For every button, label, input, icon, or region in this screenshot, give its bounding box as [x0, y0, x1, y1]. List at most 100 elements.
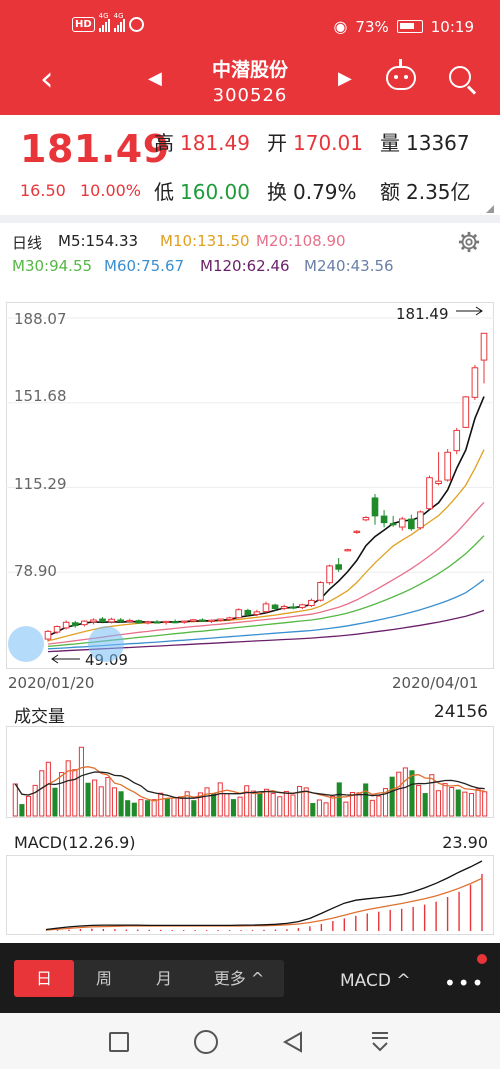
tab-day[interactable]: 日 [14, 960, 74, 997]
ma30-label: M30:94.55 [12, 257, 93, 275]
volume-bar [323, 802, 329, 817]
candle-body [308, 599, 315, 607]
divider [0, 215, 500, 223]
sync-icon [128, 17, 144, 32]
back-chevron-icon[interactable]: ‹ [40, 59, 54, 99]
volume-bar [389, 776, 395, 817]
square-icon[interactable] [109, 1032, 129, 1052]
search-icon[interactable] [449, 66, 471, 88]
volume-bar [356, 792, 362, 817]
volume-bar [171, 797, 177, 817]
back-triangle-icon[interactable] [281, 1030, 305, 1054]
volume-bar [144, 800, 151, 817]
candle-body [108, 618, 115, 623]
candle-body [444, 451, 451, 481]
crosshair-handle[interactable] [88, 626, 124, 662]
candle-body [99, 618, 106, 623]
volume-bar [263, 788, 270, 817]
quote-open: 开 170.01 [267, 131, 363, 155]
volume-bar [45, 761, 51, 817]
download-icon[interactable] [368, 1030, 392, 1054]
volume-bar [25, 795, 32, 817]
tab-month[interactable]: 月 [155, 969, 172, 988]
next-triangle-icon[interactable]: ▶ [338, 68, 352, 89]
ma10-label: M10:131.50 [160, 232, 250, 250]
macd-chart[interactable] [6, 855, 494, 935]
tab-more[interactable]: 更多 ^ [213, 969, 265, 988]
volume-bar [396, 771, 402, 817]
volume-bar [330, 795, 336, 817]
volume-bar [158, 792, 164, 817]
volume-bar [422, 793, 428, 817]
candle-body [398, 518, 406, 528]
tab-week[interactable]: 周 [95, 969, 112, 988]
ma60-label: M60:75.67 [104, 257, 185, 275]
candle-body [408, 518, 415, 530]
robot-icon[interactable] [386, 59, 416, 90]
candle-body [326, 565, 333, 584]
scroll-left-handle[interactable] [8, 626, 44, 662]
prev-triangle-icon[interactable]: ◀ [148, 68, 162, 89]
candle-body [253, 611, 261, 615]
kline-chart[interactable] [6, 302, 494, 669]
volume-bar [78, 746, 84, 817]
volume-bar [475, 788, 481, 817]
volume-bar [316, 799, 322, 817]
candle-body [380, 515, 388, 524]
candle-body [435, 480, 442, 485]
x-label-start: 2020/01/20 [8, 674, 95, 692]
x-label-end: 2020/04/01 [392, 674, 479, 692]
macd-frame [6, 855, 494, 935]
high-arrow-head [475, 306, 483, 316]
status-bar: HD 4G 4G ◉ 73% 10:19 [0, 0, 500, 50]
macd-title: MACD(12.26.9) [14, 833, 136, 852]
quote-high: 高 181.49 [154, 131, 250, 155]
volume-chart[interactable] [6, 726, 494, 818]
volume-bar [363, 783, 369, 817]
candle-body [271, 604, 279, 610]
volume-bar [277, 796, 283, 817]
volume-bar [283, 790, 289, 817]
gear-icon[interactable] [458, 231, 480, 253]
candle-body [144, 621, 152, 624]
volume-bar [416, 784, 422, 817]
candle-body [289, 606, 297, 609]
volume-bar [402, 767, 408, 817]
volume-bar [118, 791, 124, 817]
candle-body [81, 620, 88, 626]
volume-ma10-line [14, 771, 485, 799]
candle-body [262, 603, 270, 613]
candle-body [53, 625, 61, 633]
volume-bar [197, 792, 203, 817]
volume-bar [336, 782, 342, 817]
candle-body [353, 530, 361, 533]
volume-bar [105, 777, 111, 817]
candle-body [317, 581, 324, 601]
quote-volume: 量 13367 [380, 131, 470, 155]
ma240-label: M240:43.56 [304, 257, 394, 275]
candle-body [71, 622, 79, 627]
period-tabs: 日 周 月 更多 ^ [14, 960, 284, 997]
volume-bar [297, 785, 303, 817]
volume-bar [217, 782, 223, 817]
quote-panel: 181.49 16.50 10.00% 高 181.49 开 170.01 量 133… [0, 115, 500, 215]
candle-body [362, 517, 370, 521]
candle-body [371, 497, 379, 517]
volume-bar [343, 801, 349, 817]
volume-bar [39, 770, 45, 817]
home-circle-icon[interactable] [194, 1030, 218, 1054]
macd-dea-line [45, 877, 483, 931]
expand-corner-icon[interactable] [486, 205, 494, 213]
candle-body [217, 618, 224, 621]
more-dots-icon[interactable]: ••• [444, 971, 486, 995]
candle-body [244, 609, 252, 616]
system-nav-bar [0, 1013, 500, 1069]
volume-bar [19, 804, 25, 817]
candle-body [235, 609, 243, 619]
indicator-selector[interactable]: MACD ^ [340, 971, 411, 991]
volume-bar [184, 791, 190, 817]
volume-bar [72, 769, 78, 817]
candle-body [299, 604, 306, 608]
volume-title: 成交量 [14, 707, 65, 727]
volume-bar [65, 760, 71, 817]
